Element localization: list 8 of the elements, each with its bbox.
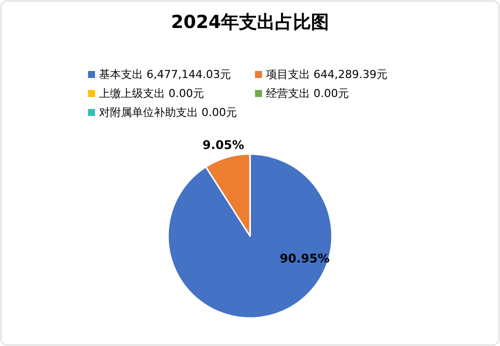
data-label: 9.05% [202, 138, 244, 152]
legend-label: 项目支出 644,289.39元 [266, 68, 388, 81]
legend-label: 基本支出 6,477,144.03元 [99, 68, 231, 81]
legend-label: 经营支出 0.00元 [266, 87, 349, 100]
legend-label: 上缴上级支出 0.00元 [99, 87, 204, 100]
pie-slice [167, 153, 333, 319]
chart-title: 2024年支出占比图 [170, 12, 330, 33]
legend-label: 对附属单位补助支出 0.00元 [99, 106, 237, 119]
